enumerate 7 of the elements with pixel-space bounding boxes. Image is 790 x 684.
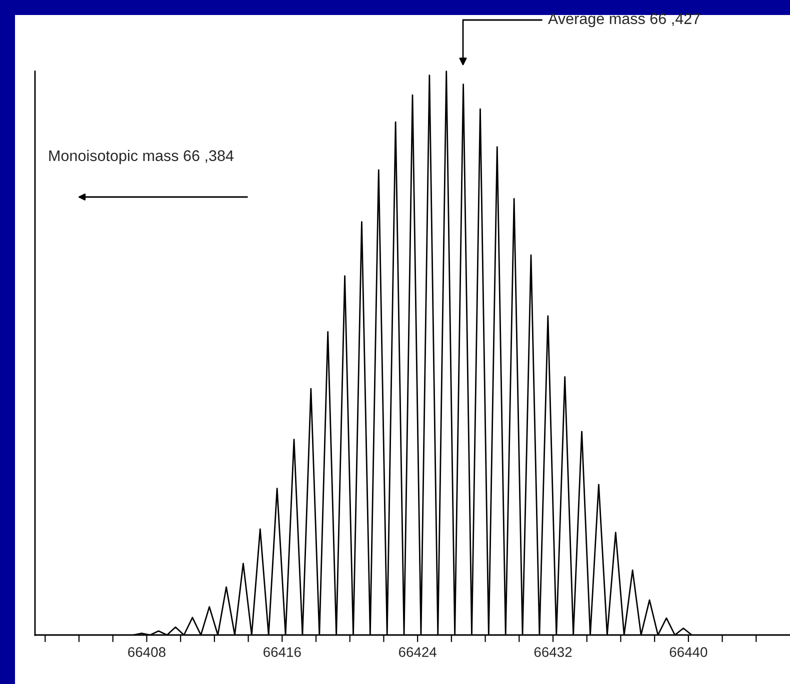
x-tick-label: 66432 [534, 647, 572, 658]
x-tick-label: 66424 [398, 647, 436, 658]
x-tick-label: 66416 [264, 647, 301, 658]
text: Average mass 66 ,427 [548, 13, 700, 28]
x-tick-label: 66440 [670, 647, 708, 658]
x-tick-label: 66408 [128, 647, 166, 658]
annotation: Monoisotopic mass 66 ,384 [49, 150, 234, 164]
